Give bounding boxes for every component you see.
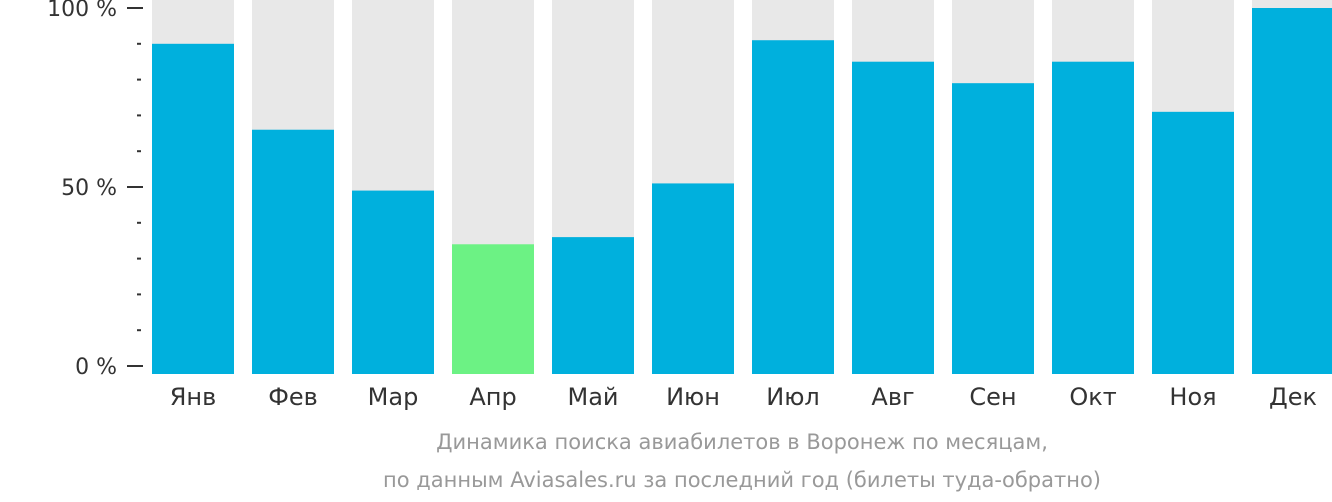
x-tick-label: Мар: [368, 383, 419, 411]
bar-2: [252, 129, 334, 374]
y-tick-label: 50 %: [61, 176, 117, 201]
bar-12: [1252, 8, 1332, 374]
y-tick-label: 100 %: [47, 0, 117, 22]
bar-9: [952, 83, 1034, 375]
x-tick-label: Дек: [1269, 383, 1317, 411]
bar-3: [352, 190, 434, 374]
x-tick-label: Июл: [766, 383, 820, 411]
x-tick-label: Янв: [170, 383, 217, 411]
bar-10: [1052, 61, 1134, 374]
x-tick-label: Фев: [268, 383, 318, 411]
bar-5: [552, 237, 634, 374]
bar-11: [1152, 111, 1234, 374]
y-tick-label: 0 %: [75, 355, 117, 380]
x-tick-label: Июн: [666, 383, 720, 411]
bar-8: [852, 61, 934, 374]
x-tick-label: Авг: [871, 383, 914, 411]
bar-1: [152, 43, 234, 375]
chart-caption-line-1: Динамика поиска авиабилетов в Воронеж по…: [436, 430, 1048, 454]
x-tick-label: Ноя: [1169, 383, 1216, 411]
x-tick-label: Сен: [969, 383, 1016, 411]
bar-chart: Янв Фев Мар Апр Май Июн Июл Авг Сен Окт Ноя Дек 0 % 5…: [47, 0, 1332, 411]
x-tick-label: Апр: [469, 383, 516, 411]
chart-caption-line-2: по данным Aviasales.ru за последний год …: [383, 468, 1101, 492]
bar-7: [752, 40, 834, 374]
bar-6: [652, 183, 734, 374]
x-tick-label: Окт: [1069, 383, 1116, 411]
bar-4: [452, 244, 534, 374]
x-tick-label: Май: [567, 383, 618, 411]
